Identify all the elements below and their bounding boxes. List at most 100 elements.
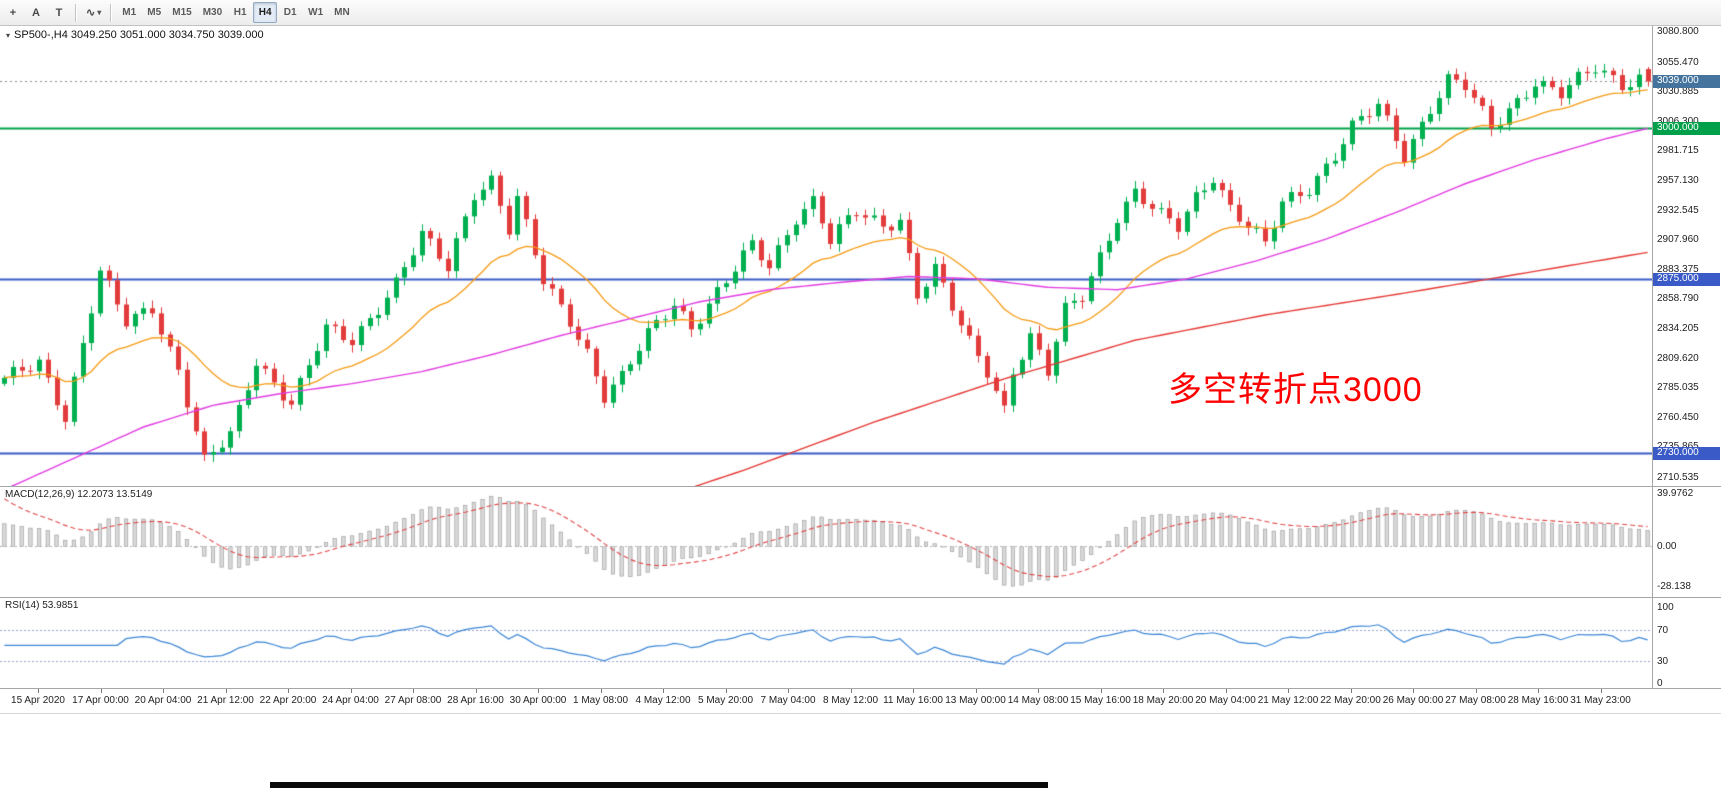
- time-axis-label: 15 Apr 2020: [11, 695, 65, 706]
- rsi-scale[interactable]: 100 70 30 0: [1652, 598, 1721, 688]
- time-axis-tick: [913, 689, 914, 693]
- price-tag-3000-000: 3000.000: [1653, 122, 1720, 136]
- price-scale-label: 2858.790: [1657, 293, 1699, 305]
- time-axis-tick: [1226, 689, 1227, 693]
- timeframe-button-m15[interactable]: M15: [172, 7, 192, 18]
- time-axis-tick: [476, 689, 477, 693]
- time-axis-label: 27 Apr 08:00: [384, 695, 442, 706]
- time-axis-tick: [663, 689, 664, 693]
- time-axis-label: 22 Apr 20:00: [259, 695, 317, 706]
- time-axis-label: 30 Apr 00:00: [509, 695, 567, 706]
- macd-scale-label: -28.138: [1657, 581, 1691, 593]
- price-scale-label: 3006.300: [1657, 115, 1699, 127]
- timeframe-button-w1[interactable]: W1: [308, 7, 324, 18]
- time-axis-tick: [1601, 689, 1602, 693]
- time-axis-label: 22 May 20:00: [1320, 695, 1381, 706]
- time-axis[interactable]: 15 Apr 2020 17 Apr 00:00 20 Apr 04:00 21 Ap…: [0, 689, 1721, 714]
- time-axis-label: 17 Apr 00:00: [72, 695, 129, 706]
- main-toolbar: + A T ∿ ▾ M1 M5 M15 M30 H1 H4 D1 W1 MN: [0, 0, 1721, 26]
- price-scale-label: 2760.450: [1657, 411, 1699, 423]
- indicator-tools-group: ∿ ▾: [82, 2, 105, 23]
- time-axis-tick: [351, 689, 352, 693]
- timeframe-button-d1[interactable]: D1: [283, 7, 297, 18]
- time-axis-label: 13 May 00:00: [945, 695, 1006, 706]
- crosshair-tool-button[interactable]: +: [9, 6, 17, 19]
- time-axis-label: 28 May 16:00: [1507, 695, 1569, 706]
- time-axis-tick: [1538, 689, 1539, 693]
- time-axis-label: 15 May 16:00: [1070, 695, 1131, 706]
- price-scale-label: 2883.375: [1657, 263, 1699, 275]
- time-axis-tick: [413, 689, 414, 693]
- time-axis-tick: [101, 689, 102, 693]
- price-scale-label: 2834.205: [1657, 323, 1699, 334]
- price-chart-canvas[interactable]: [0, 26, 1652, 486]
- taskbar-strip: [270, 782, 1048, 788]
- chart-annotation-text[interactable]: 多空转折点3000: [1168, 371, 1423, 409]
- text-tool-t-button[interactable]: T: [55, 6, 63, 19]
- rsi-canvas[interactable]: [0, 598, 1652, 688]
- macd-scale-label: 39.9762: [1657, 488, 1694, 499]
- time-axis-label: 7 May 04:00: [760, 695, 816, 706]
- rsi-label: RSI(14) 53.9851: [5, 600, 79, 611]
- time-axis-label: 11 May 16:00: [883, 695, 943, 706]
- price-scale-label: 3055.470: [1657, 56, 1699, 68]
- price-scale-label: 2809.620: [1657, 352, 1699, 364]
- chevron-down-icon: ▾: [97, 8, 102, 17]
- price-scale-label: 3080.800: [1657, 26, 1699, 38]
- price-scale-label: 2785.035: [1657, 382, 1699, 394]
- macd-canvas[interactable]: [0, 487, 1652, 597]
- timeframe-button-m5[interactable]: M5: [147, 7, 162, 18]
- rsi-panel: RSI(14) 53.9851 100 70 30 0: [0, 598, 1721, 689]
- price-scale-label: 2981.715: [1657, 145, 1699, 157]
- price-scale-label: 2932.545: [1657, 204, 1699, 216]
- timeframe-button-mn[interactable]: MN: [334, 7, 350, 18]
- time-axis-label: 5 May 20:00: [697, 695, 754, 706]
- chart-title: ▾ SP500-,H4 3049.250 3051.000 3034.750 3…: [6, 29, 264, 41]
- time-axis-tick: [1288, 689, 1289, 693]
- price-scale-label: 2710.535: [1657, 471, 1699, 483]
- price-scale-label: 3030.885: [1657, 86, 1699, 98]
- indicators-menu-button[interactable]: ∿ ▾: [86, 7, 102, 19]
- chart-marker-icon: ▾: [6, 30, 11, 40]
- time-axis-tick: [1101, 689, 1102, 693]
- timeframe-button-m30[interactable]: M30: [202, 7, 223, 18]
- rsi-scale-label: 100: [1657, 602, 1674, 614]
- time-axis-tick: [38, 689, 39, 693]
- time-axis-tick: [226, 689, 227, 693]
- price-scale[interactable]: 3080.800 3055.470 3030.885 3006.300 2981.715…: [1652, 26, 1721, 486]
- price-scale-label: 2907.960: [1657, 234, 1699, 246]
- text-tool-a-button[interactable]: A: [32, 6, 40, 19]
- drawing-tools-group: + A T: [2, 2, 70, 23]
- timeframe-group: M1 M5 M15 M30 H1 H4 D1 W1 MN: [117, 2, 354, 23]
- time-axis-tick: [163, 689, 164, 693]
- price-tag-2730-000: 2730.000: [1653, 447, 1720, 461]
- time-axis-label: 20 Apr 04:00: [134, 695, 192, 706]
- time-axis-tick: [788, 689, 789, 693]
- timeframe-button-h4[interactable]: H4: [253, 2, 278, 23]
- time-axis-tick: [1163, 689, 1164, 693]
- time-axis-tick: [288, 689, 289, 693]
- time-axis-tick: [538, 689, 539, 693]
- timeframe-button-m1[interactable]: M1: [122, 7, 137, 18]
- time-axis-tick: [1038, 689, 1039, 693]
- chart-title-text: SP500-,H4 3049.250 3051.000 3034.750 303…: [14, 29, 264, 41]
- time-axis-label: 4 May 12:00: [635, 695, 691, 706]
- time-axis-tick: [976, 689, 977, 693]
- time-axis-tick: [1476, 689, 1477, 693]
- time-axis-label: 27 May 08:00: [1445, 695, 1506, 706]
- macd-label: MACD(12,26,9) 12.2073 13.5149: [5, 489, 153, 500]
- timeframe-button-h1[interactable]: H1: [233, 7, 247, 18]
- time-axis-tick: [1351, 689, 1352, 693]
- macd-scale[interactable]: 39.9762 0.00 -28.138: [1652, 487, 1721, 597]
- price-scale-label: 2957.130: [1657, 174, 1699, 186]
- time-axis-label: 21 May 12:00: [1257, 695, 1319, 706]
- price-scale-label: 2735.865: [1657, 441, 1699, 452]
- time-axis-label: 14 May 08:00: [1007, 695, 1069, 706]
- time-axis-label: 1 May 08:00: [572, 695, 629, 706]
- time-axis-tick: [851, 689, 852, 693]
- time-axis-label: 20 May 04:00: [1195, 695, 1256, 706]
- price-tag-2875-000: 2875.000: [1653, 272, 1720, 286]
- time-axis-label: 8 May 12:00: [822, 695, 879, 706]
- time-axis-label: 31 May 23:00: [1570, 695, 1631, 706]
